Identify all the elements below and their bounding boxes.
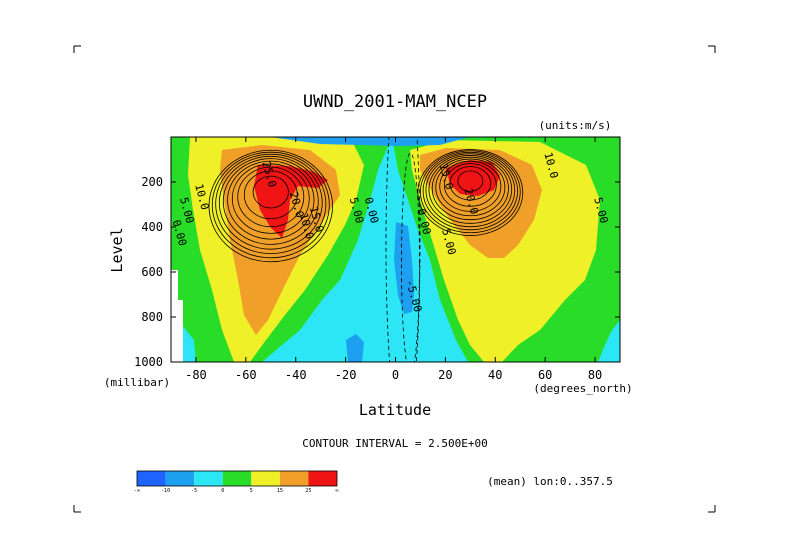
contour-band-neg-low — [346, 334, 364, 362]
colorbar-tick-label: -10 — [161, 488, 170, 494]
contour-line-southern-jet — [237, 166, 305, 228]
units-label: (units:m/s) — [539, 119, 612, 132]
corner-mark-bottom-right — [708, 505, 716, 513]
y-axis-title: Level — [108, 227, 126, 272]
colorbar-tick-label: -∞ — [134, 488, 140, 494]
contour-line-northern-jet — [420, 150, 521, 234]
y-tick-label: 400 — [141, 220, 163, 234]
contour-labels: 25.010.05.000.0020.015.010.05.000.0015.0… — [170, 151, 611, 314]
masked-region-lower — [171, 300, 183, 362]
y-tick-label: 1000 — [134, 355, 163, 369]
x-tick-label: -40 — [285, 368, 307, 382]
masked-region — [171, 270, 178, 300]
contour-line-southern-jet — [208, 149, 333, 263]
plot-area — [171, 137, 620, 362]
corner-mark-top-left — [73, 45, 81, 53]
colorbar-frame — [136, 470, 338, 487]
x-tick-label: -80 — [185, 368, 207, 382]
x-axis: -80 -60 -40 -20 0 20 40 60 80 — [185, 137, 602, 382]
corner-mark-bottom-left — [73, 505, 81, 513]
y-tick-label: 800 — [141, 310, 163, 324]
y-tick-label: 600 — [141, 265, 163, 279]
y-axis: 200 400 600 800 1000 — [134, 175, 620, 369]
x-tick-label: 0 — [392, 368, 399, 382]
x-unit-label: (degrees_north) — [533, 382, 632, 395]
x-axis-title: Latitude — [359, 401, 431, 419]
x-tick-label: 40 — [488, 368, 502, 382]
colorbar-tick-label: 0 — [221, 488, 224, 494]
contour-line-southern-jet — [211, 151, 330, 259]
contour-interval-text: CONTOUR INTERVAL = 2.500E+00 — [302, 437, 487, 450]
colorbar-tick-label: 15 — [277, 488, 283, 494]
contour-line-northern-jet — [425, 153, 516, 228]
contour-line-southern-jet — [227, 160, 315, 240]
contour-line-negative — [385, 137, 421, 362]
chart-title: UWND_2001-MAM_NCEP — [303, 92, 487, 112]
contour-line-southern-jet — [215, 153, 327, 255]
colorbar-swatch — [222, 471, 252, 486]
corner-mark-top-right — [708, 45, 716, 53]
contour-line-northern-jet — [417, 149, 524, 236]
contour-line-northern-jet — [428, 155, 513, 224]
colorbar: -∞ -10 -5 0 5 15 25 ∞ — [134, 470, 339, 494]
colorbar-swatch — [165, 471, 195, 486]
colorbar-tick-label: 25 — [305, 488, 311, 494]
x-tick-label: 60 — [538, 368, 552, 382]
contour-line-southern-jet — [231, 163, 310, 234]
contour-line-northern-jet — [457, 170, 484, 192]
x-tick-label: 20 — [438, 368, 452, 382]
colorbar-swatch — [194, 471, 223, 486]
contour-line-northern-jet — [443, 163, 497, 207]
x-tick-label: 80 — [588, 368, 602, 382]
colorbar-swatch — [279, 471, 309, 486]
corner-marks — [73, 45, 716, 513]
contour-line-southern-jet — [243, 170, 298, 220]
x-tick-label: -20 — [335, 368, 357, 382]
mean-lon-text: (mean) lon:0..357.5 — [487, 475, 613, 488]
contour-line-southern-jet — [218, 155, 323, 250]
contour-band-south-15 — [220, 145, 340, 335]
x-tick-label: -60 — [235, 368, 257, 382]
contour-line-southern-jet — [222, 158, 319, 245]
contour-band-neg-core — [394, 222, 414, 314]
y-tick-label: 200 — [141, 175, 163, 189]
contour-line-southern-jet — [252, 175, 289, 209]
contour-line-negative — [401, 152, 420, 362]
colorbar-swatch — [137, 471, 166, 486]
contour-line-northern-jet — [449, 166, 492, 201]
colorbar-tick-label: -5 — [191, 488, 197, 494]
contour-line-northern-jet — [435, 158, 506, 217]
contour-line-northern-jet — [431, 156, 509, 221]
contour-line-northern-jet — [439, 160, 502, 212]
y-unit-label: (millibar) — [104, 376, 170, 389]
contour-line-northern-jet — [422, 151, 518, 231]
contour-lines — [208, 137, 524, 362]
colorbar-swatch — [308, 471, 337, 486]
contour-band-neg-top — [270, 137, 470, 146]
colorbar-tick-label: 5 — [250, 488, 253, 494]
colorbar-swatch — [251, 471, 280, 486]
colorbar-tick-label: ∞ — [335, 488, 338, 494]
